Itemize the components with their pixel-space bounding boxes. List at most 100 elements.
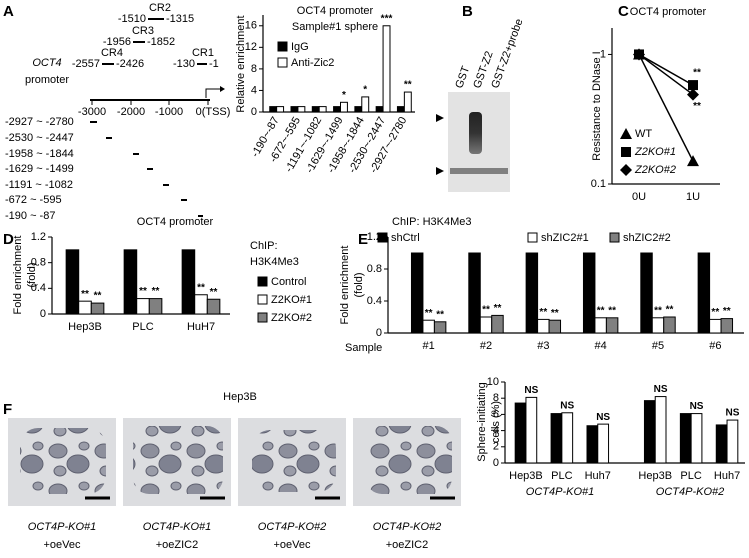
region-start: -1956	[103, 36, 131, 48]
panel-label: B	[462, 3, 473, 20]
panel-label: C	[618, 3, 629, 20]
bar	[697, 252, 711, 334]
bar	[594, 317, 607, 334]
significance-label: **	[654, 305, 662, 316]
bar	[269, 106, 278, 113]
tss-arrowhead	[220, 86, 225, 92]
x-tick-label: #5	[652, 340, 664, 352]
bar	[548, 319, 562, 334]
region-name: CR4	[101, 47, 123, 59]
y-tick-label: 1	[600, 48, 606, 60]
bar	[690, 413, 703, 464]
group-label: OCT4P-KO#1	[526, 486, 594, 498]
point	[688, 80, 698, 91]
bar	[206, 298, 221, 315]
caption: OCT4P-KO#1	[143, 521, 211, 533]
y-tick-label: 8	[251, 63, 257, 75]
y-tick-label: 12	[245, 41, 257, 53]
bar	[582, 252, 596, 334]
axis-label: -1000	[155, 106, 183, 118]
spheres	[133, 426, 223, 494]
amplicon-label: -1629 ~ -1499	[5, 163, 74, 175]
x-tick-label: 0U	[632, 191, 646, 203]
spheres	[20, 428, 106, 494]
x-tick-label: #6	[709, 340, 721, 352]
legend-marker	[620, 128, 632, 139]
bar	[433, 321, 447, 334]
y-axis-label: Relative enrichment	[235, 15, 247, 112]
caption: OCT4P-KO#1	[28, 521, 96, 533]
gene-label: promoter	[25, 74, 69, 86]
y-tick-label: 0.4	[367, 295, 382, 307]
spheres	[252, 430, 336, 492]
gel: GST GST-Z2 GST-Z2+probe	[436, 17, 526, 192]
significance-label: NS	[596, 412, 610, 423]
bar	[525, 252, 539, 334]
region-start: -1510	[118, 13, 146, 25]
legend-swatch	[527, 232, 538, 243]
legend-swatch	[609, 232, 620, 243]
bar	[640, 252, 653, 334]
x-tick-label: #3	[537, 340, 549, 352]
legend-marker	[620, 164, 632, 176]
significance-label: **	[494, 303, 502, 314]
bar	[361, 96, 370, 113]
bar	[709, 318, 722, 334]
panel-label: E	[358, 231, 368, 248]
y-tick-label: 0	[493, 457, 499, 469]
axis-label: 0(TSS)	[196, 106, 231, 118]
legend-swatch	[277, 41, 288, 52]
x-tick-label: #1	[423, 340, 435, 352]
significance-label: **	[482, 305, 490, 316]
tss-arrow	[205, 88, 220, 98]
bar	[514, 402, 527, 464]
legend-swatch	[257, 294, 268, 305]
caption: OCT4P-KO#2	[258, 521, 326, 533]
point	[687, 155, 699, 167]
y-tick-label: 16	[245, 20, 257, 32]
line	[638, 53, 694, 86]
lane-label: GST	[453, 64, 472, 90]
x-tick-label: Huh7	[714, 470, 740, 482]
y-tick-label: 2	[493, 441, 499, 453]
y-tick-label: 6	[493, 408, 499, 420]
region-name: CR1	[192, 47, 214, 59]
bar	[663, 316, 676, 334]
panel-label: F	[3, 401, 12, 418]
significance-label: **	[436, 309, 444, 320]
significance-label: NS	[654, 384, 668, 395]
y-tick-label: 0	[40, 308, 46, 320]
caption: +oeVec	[43, 539, 81, 551]
significance-label: NS	[725, 408, 739, 419]
amplicon-label: -2927 ~ -2780	[5, 116, 74, 128]
significance-label: **	[210, 287, 218, 298]
bar	[297, 106, 306, 113]
bar	[354, 106, 363, 113]
legend-label: Z2KO#1	[271, 294, 312, 306]
region-end: -1852	[147, 36, 175, 48]
x-tick-label: PLC	[680, 470, 701, 482]
legend-marker	[621, 147, 631, 157]
significance-label: **	[693, 68, 701, 79]
bar	[311, 106, 320, 113]
legend-title: ChIP:	[250, 240, 278, 252]
y-axis-label: (fold)	[353, 272, 365, 297]
significance-label: ***	[381, 13, 393, 24]
gene-name: OCT4	[32, 57, 61, 69]
region-name: CR2	[149, 2, 171, 14]
bar	[651, 317, 665, 334]
bar	[422, 319, 435, 334]
chart-title: OCT4 promoter	[630, 6, 707, 18]
y-axis-label: Sphere-initiating	[476, 382, 488, 462]
y-axis-label: Fold enrichment	[12, 236, 24, 315]
significance-label: **	[139, 286, 147, 297]
legend-label: Anti-Zic2	[291, 57, 334, 69]
y-axis-label: cells (%)	[490, 401, 502, 443]
y-axis-label: Fold enrichment	[339, 246, 351, 325]
legend-swatch	[377, 232, 388, 243]
significance-label: **	[539, 307, 547, 318]
axis-label: -3000	[78, 106, 106, 118]
y-tick-label: 0.8	[367, 263, 382, 275]
